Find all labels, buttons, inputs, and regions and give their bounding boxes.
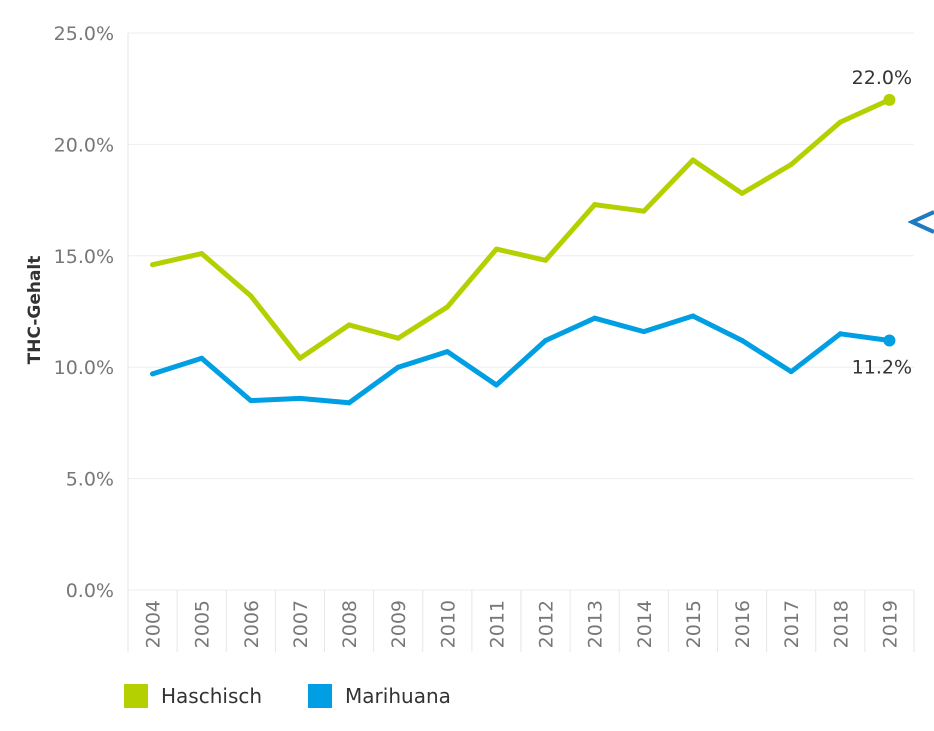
- x-tick-label: 2018: [830, 600, 852, 648]
- data-point-haschisch-2004[interactable]: [150, 262, 156, 268]
- data-point-marihuana-2011[interactable]: [493, 382, 499, 388]
- y-tick-label: 10.0%: [54, 357, 114, 379]
- legend-item-haschisch[interactable]: Haschisch: [124, 684, 262, 708]
- x-tick-label: 2008: [339, 600, 361, 648]
- x-tick-label: 2019: [879, 600, 901, 648]
- x-tick-label: 2011: [486, 600, 508, 648]
- data-point-marihuana-2013[interactable]: [592, 315, 598, 321]
- y-axis-ticks: 0.0% 5.0% 10.0% 15.0% 20.0% 25.0%: [54, 23, 114, 602]
- data-point-marihuana-2006[interactable]: [248, 398, 254, 404]
- x-tick-label: 2006: [241, 600, 263, 648]
- data-point-haschisch-2014[interactable]: [641, 208, 647, 214]
- series-lines: 22.0% 11.2%: [150, 67, 912, 406]
- gridlines: [127, 32, 914, 591]
- data-point-marihuana-2009[interactable]: [395, 364, 401, 370]
- x-tick-label: 2012: [536, 600, 558, 648]
- data-point-haschisch-2013[interactable]: [592, 202, 598, 208]
- x-tick-label: 2010: [437, 600, 459, 648]
- x-tick-label: 2005: [192, 600, 214, 648]
- end-label-haschisch: 22.0%: [852, 67, 912, 89]
- data-point-haschisch-2015[interactable]: [690, 157, 696, 163]
- data-point-marihuana-2018[interactable]: [837, 331, 843, 337]
- x-tick-label: 2004: [143, 600, 165, 648]
- y-tick-label: 25.0%: [54, 23, 114, 45]
- x-axis: 2004 2005 2006 2007 2008 2009 2010 2011 2012 2013…: [127, 590, 915, 652]
- data-point-haschisch-2012[interactable]: [543, 257, 549, 263]
- end-marker-haschisch[interactable]: [883, 93, 896, 106]
- x-tick-label: 2015: [683, 600, 705, 648]
- legend: Haschisch Marihuana: [124, 684, 497, 708]
- x-tick-label: 2009: [388, 600, 410, 648]
- x-tick-label: 2013: [585, 600, 607, 648]
- data-point-haschisch-2010[interactable]: [444, 304, 450, 310]
- x-tick-label: 2016: [732, 600, 754, 648]
- data-point-haschisch-2011[interactable]: [493, 246, 499, 252]
- y-tick-label: 0.0%: [66, 580, 114, 602]
- series-line-haschisch[interactable]: [150, 97, 892, 361]
- legend-label-marihuana: Marihuana: [345, 684, 451, 708]
- data-point-marihuana-2014[interactable]: [641, 329, 647, 335]
- y-tick-label: 5.0%: [66, 469, 114, 491]
- series-line-marihuana[interactable]: [150, 313, 892, 406]
- data-point-marihuana-2007[interactable]: [297, 395, 303, 401]
- data-point-marihuana-2008[interactable]: [346, 400, 352, 406]
- data-point-haschisch-2016[interactable]: [739, 190, 745, 196]
- data-point-haschisch-2017[interactable]: [788, 161, 794, 167]
- data-point-marihuana-2016[interactable]: [739, 337, 745, 343]
- end-marker-marihuana[interactable]: [883, 334, 896, 347]
- x-tick-label: 2017: [781, 600, 803, 648]
- data-point-marihuana-2010[interactable]: [444, 349, 450, 355]
- data-point-haschisch-2007[interactable]: [297, 355, 303, 361]
- data-point-haschisch-2006[interactable]: [248, 293, 254, 299]
- y-tick-label: 20.0%: [54, 134, 114, 156]
- data-point-haschisch-2009[interactable]: [395, 335, 401, 341]
- chevron-left-icon[interactable]: [908, 198, 934, 244]
- end-label-marihuana: 11.2%: [852, 356, 912, 378]
- data-point-marihuana-2017[interactable]: [788, 369, 794, 375]
- legend-swatch-haschisch: [124, 684, 148, 708]
- y-tick-label: 15.0%: [54, 246, 114, 268]
- data-point-haschisch-2018[interactable]: [837, 119, 843, 125]
- x-tick-label: 2014: [634, 600, 656, 648]
- legend-label-haschisch: Haschisch: [161, 684, 263, 708]
- data-point-marihuana-2004[interactable]: [150, 371, 156, 377]
- data-point-marihuana-2005[interactable]: [199, 355, 205, 361]
- y-axis-title: THC-Gehalt: [25, 256, 45, 365]
- legend-swatch-marihuana: [308, 684, 333, 708]
- legend-item-marihuana[interactable]: Marihuana: [308, 684, 451, 708]
- data-point-marihuana-2012[interactable]: [543, 337, 549, 343]
- data-point-marihuana-2015[interactable]: [690, 313, 696, 319]
- data-point-haschisch-2008[interactable]: [346, 322, 352, 328]
- x-tick-label: 2007: [290, 600, 312, 648]
- data-point-haschisch-2005[interactable]: [199, 251, 205, 257]
